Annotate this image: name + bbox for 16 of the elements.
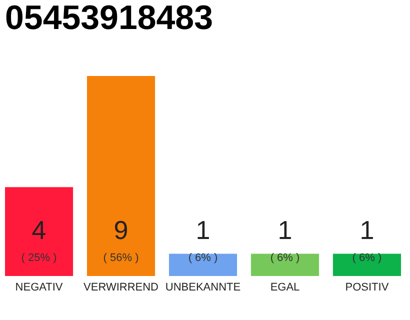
x-tick-label: POSITIV bbox=[345, 282, 390, 294]
x-tick-label: NEGATIV bbox=[15, 282, 64, 294]
x-tick-label: UNBEKANNTE bbox=[165, 282, 241, 294]
data-label: 1 bbox=[360, 215, 374, 245]
annotation: ( 25% ) bbox=[21, 252, 57, 264]
data-label: 1 bbox=[196, 215, 210, 245]
chart-title: 05453918483 bbox=[5, 0, 214, 37]
annotation: ( 56% ) bbox=[103, 252, 139, 264]
data-label: 9 bbox=[114, 215, 128, 245]
annotation: ( 6% ) bbox=[270, 252, 300, 264]
x-tick-label: VERWIRREND bbox=[84, 282, 159, 294]
annotation: ( 6% ) bbox=[352, 252, 382, 264]
annotation: ( 6% ) bbox=[188, 252, 218, 264]
data-label: 1 bbox=[278, 215, 292, 245]
x-tick-label: EGAL bbox=[270, 282, 300, 294]
data-label: 4 bbox=[32, 215, 46, 245]
